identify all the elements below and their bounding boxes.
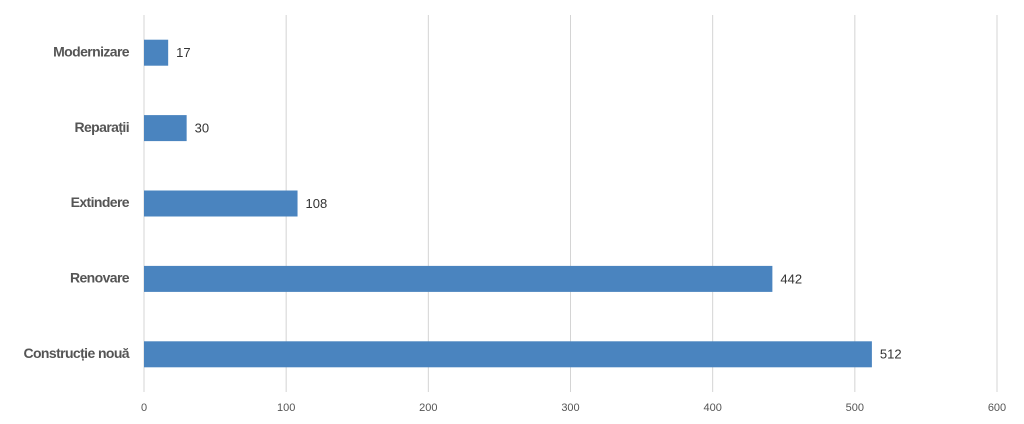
x-tick-label: 100 [277, 402, 295, 414]
y-tick-label: Reparații [74, 119, 129, 135]
x-tick-label: 400 [703, 402, 721, 414]
data-label: 512 [880, 347, 902, 362]
data-label: 108 [306, 196, 328, 211]
data-label: 442 [780, 271, 802, 286]
x-tick-label: 600 [988, 402, 1006, 414]
bar [144, 115, 187, 142]
y-tick-label: Construcție nouă [23, 345, 129, 361]
bar [144, 265, 773, 292]
y-tick-label: Extindere [71, 194, 130, 210]
bar [144, 341, 872, 368]
data-label: 30 [195, 121, 209, 136]
x-tick-label: 200 [419, 402, 437, 414]
bar [144, 39, 169, 66]
y-tick-label: Modernizare [53, 43, 130, 59]
bar [144, 190, 298, 217]
x-tick-label: 500 [846, 402, 864, 414]
x-tick-label: 0 [141, 402, 147, 414]
data-label: 17 [176, 45, 190, 60]
x-tick-label: 300 [561, 402, 579, 414]
y-tick-label: Renovare [70, 270, 130, 286]
